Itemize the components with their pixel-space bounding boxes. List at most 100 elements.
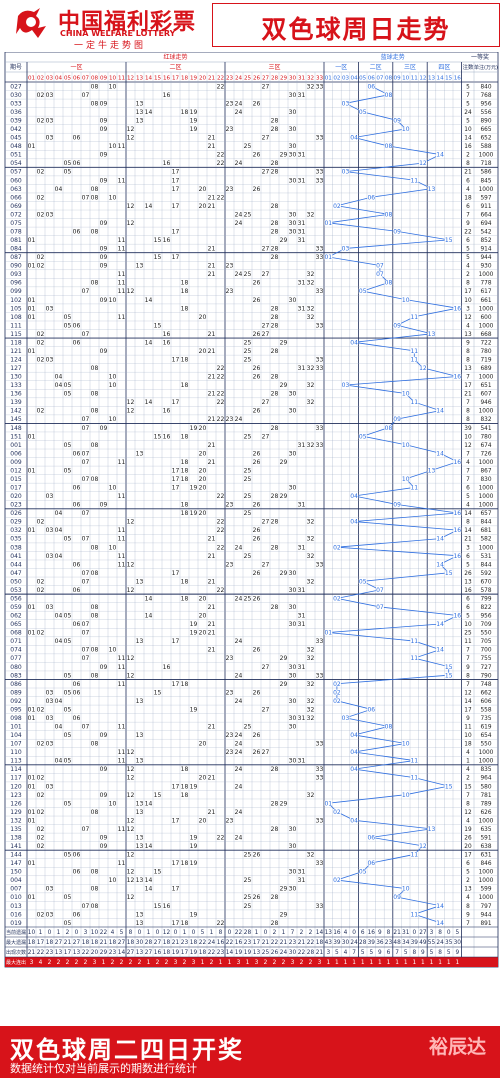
red-ball-number: 30 xyxy=(289,570,297,577)
issue-number: 132 xyxy=(10,817,22,824)
stat-red-value: 3 xyxy=(318,960,322,966)
blue-ball-marker xyxy=(410,757,419,764)
blue-ball-marker xyxy=(332,595,341,601)
red-ball-number: 21 xyxy=(208,374,216,381)
blue-ball-marker xyxy=(341,715,350,721)
red-ball-number: 24 xyxy=(235,809,243,816)
red-ball-number: 05 xyxy=(64,732,72,739)
blue-ball-marker xyxy=(444,664,453,670)
blue-ball-marker xyxy=(358,868,367,875)
red-ball-number: 20 xyxy=(199,741,207,748)
prize-amount: 789 xyxy=(480,801,491,807)
blue-ball-marker xyxy=(341,100,350,106)
blue-ball-marker xyxy=(410,177,419,183)
red-ball-number: 16 xyxy=(163,331,171,338)
stat-red-value: 22 xyxy=(208,950,216,956)
stat-blue-value: 1 xyxy=(387,960,391,966)
stat-red-value: 21 xyxy=(100,940,108,946)
stat-blue-value: 16 xyxy=(333,930,341,936)
header-amount: 单注(万元) xyxy=(474,64,498,71)
stat-red-value: 27 xyxy=(55,940,63,946)
issue-number: 095 xyxy=(10,706,22,713)
red-ball-number: 03 xyxy=(46,305,54,312)
red-ball-number: 22 xyxy=(217,194,225,201)
stat-red-value: 27 xyxy=(118,940,126,946)
red-ball-number: 17 xyxy=(172,783,180,790)
prize-amount: 558 xyxy=(480,707,491,713)
blue-ball-marker xyxy=(350,518,359,525)
red-ball-number: 19 xyxy=(190,118,198,125)
stat-red-value: 30 xyxy=(136,940,144,946)
stat-red-value: 24 xyxy=(280,950,288,956)
red-ball-number: 25 xyxy=(244,476,252,483)
red-ball-number: 12 xyxy=(127,203,135,210)
red-ball-number: 25 xyxy=(244,211,252,218)
red-column-header: 27 xyxy=(262,76,270,82)
blue-ball-marker xyxy=(436,450,445,456)
blue-ball-marker xyxy=(350,732,359,738)
prize-amount: 541 xyxy=(480,426,491,432)
red-ball-number: 33 xyxy=(316,860,324,867)
red-column-header: 12 xyxy=(127,76,134,82)
stat-red-value: 2 xyxy=(300,960,304,966)
blue-ball-marker xyxy=(444,570,453,576)
issue-number: 015 xyxy=(10,476,22,483)
issue-number: 141 xyxy=(10,843,22,850)
red-ball-number: 21 xyxy=(208,246,216,253)
stat-red-value: 4 xyxy=(39,960,43,966)
blue-column-header: 12 xyxy=(419,76,426,82)
prize-notes: 8 xyxy=(466,904,470,910)
red-ball-number: 04 xyxy=(55,186,63,193)
stat-red-value: 0 xyxy=(192,930,196,936)
red-ball-number: 26 xyxy=(253,365,261,372)
red-column-header: 20 xyxy=(199,76,207,82)
red-ball-number: 08 xyxy=(91,228,99,235)
red-ball-number: 29 xyxy=(280,459,288,466)
issue-number: 151 xyxy=(10,433,22,440)
red-ball-number: 28 xyxy=(271,220,279,227)
stat-blue-value: 13 xyxy=(325,930,333,936)
red-ball-number: 19 xyxy=(190,911,198,918)
blue-ball-marker xyxy=(358,433,367,439)
issue-number: 075 xyxy=(10,220,22,227)
red-ball-number: 32 xyxy=(307,442,315,449)
prize-notes: 9 xyxy=(466,912,470,918)
prize-notes: 20 xyxy=(464,844,472,850)
blue-ball-marker xyxy=(436,408,445,414)
red-ball-number: 29 xyxy=(280,570,288,577)
blue-ball-number: 10 xyxy=(402,442,410,449)
red-ball-number: 11 xyxy=(118,553,126,560)
blue-ball-number: 11 xyxy=(410,655,418,662)
red-ball-number: 08 xyxy=(91,903,99,910)
red-ball-number: 08 xyxy=(91,647,99,654)
welfare-lottery-logo-icon xyxy=(16,8,46,38)
red-ball-number: 28 xyxy=(271,160,279,167)
stat-red-value: 8 xyxy=(219,930,223,936)
blue-ball-marker xyxy=(341,169,350,175)
red-ball-number: 18 xyxy=(181,476,189,483)
red-ball-number: 28 xyxy=(271,203,279,210)
red-ball-number: 20 xyxy=(199,510,207,517)
red-ball-number: 03 xyxy=(46,118,54,125)
red-ball-number: 05 xyxy=(64,758,72,765)
red-ball-number: 17 xyxy=(172,681,180,688)
blue-ball-number: 07 xyxy=(376,263,384,270)
red-ball-number: 11 xyxy=(118,724,126,731)
red-ball-number: 07 xyxy=(82,450,90,457)
watermark: 裕辰达 xyxy=(428,1036,486,1058)
red-ball-number: 01 xyxy=(28,237,36,244)
stat-red-value: 19 xyxy=(190,950,198,956)
red-ball-number: 18 xyxy=(181,792,189,799)
issue-number: 056 xyxy=(10,595,22,602)
prize-notes: 6 xyxy=(466,861,470,867)
blue-ball-marker xyxy=(418,843,427,849)
red-ball-number: 14 xyxy=(145,877,153,884)
red-ball-number: 18 xyxy=(181,305,189,312)
red-ball-number: 09 xyxy=(100,254,108,261)
red-ball-number: 01 xyxy=(28,143,36,150)
red-ball-number: 29 xyxy=(280,800,288,807)
prize-amount: 780 xyxy=(480,349,491,355)
issue-number: 133 xyxy=(10,382,22,389)
prize-amount: 1000 xyxy=(479,895,494,901)
blue-ball-marker xyxy=(332,809,341,815)
